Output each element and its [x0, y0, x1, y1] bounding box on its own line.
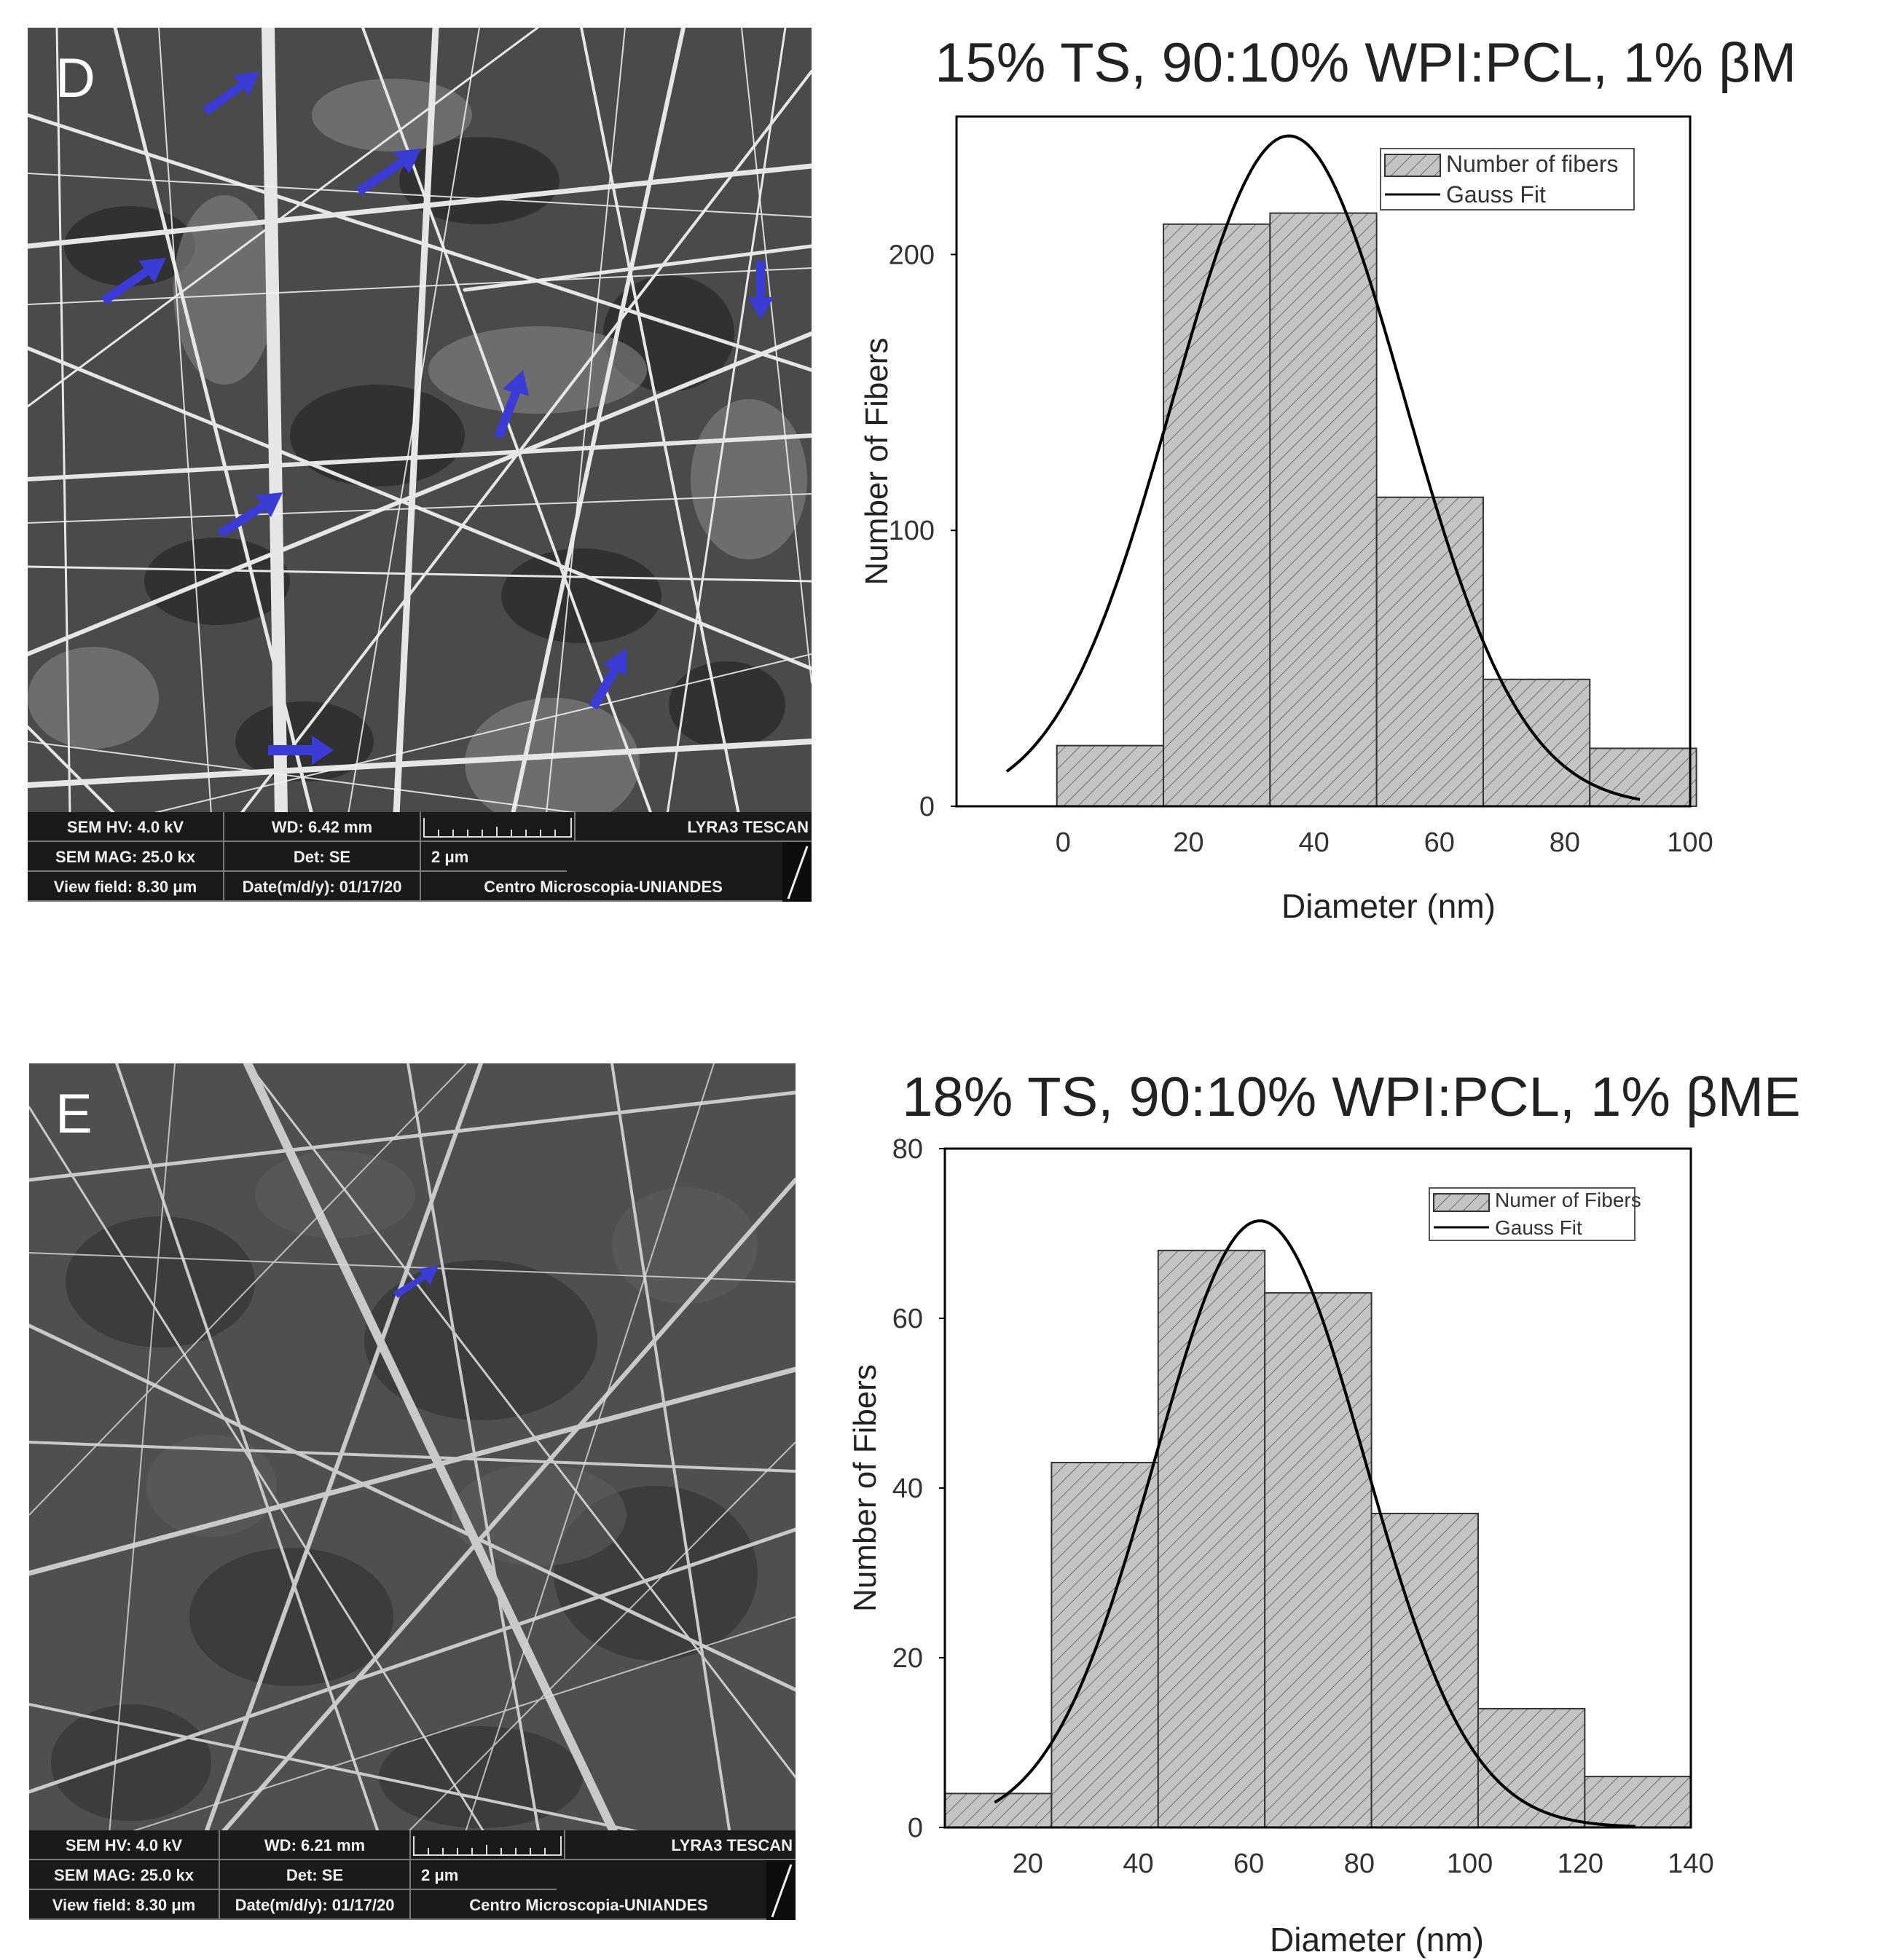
scale-label: 2 μm: [421, 842, 567, 872]
legend: Number of fibers Gauss Fit: [1380, 148, 1635, 210]
sem-micrograph-e: [29, 1063, 796, 1920]
sem-wd: WD: 6.21 mm: [220, 1830, 411, 1860]
chart-title: 15% TS, 90:10% WPI:PCL, 1% βME: [935, 32, 1799, 94]
gauss-fit-line: [994, 1219, 1636, 1828]
y-tick-label: 0: [908, 1813, 923, 1843]
microscopy-center: Centro Microscopia-UNIANDES: [421, 872, 785, 902]
chart-title: 18% TS, 90:10% WPI:PCL, 1% βME: [902, 1066, 1799, 1128]
y-tick-label: 200: [889, 240, 935, 270]
legend-swatch-bars: [1384, 154, 1441, 177]
histogram-bar: [1269, 212, 1378, 807]
histogram-bar: [1482, 678, 1591, 808]
x-tick-label: 100: [1667, 827, 1713, 858]
histogram-chart-d: 15% TS, 90:10% WPI:PCL, 1% βME 0 20 40 60 80…: [859, 32, 1799, 925]
x-tick-label: 80: [1344, 1849, 1375, 1879]
gauss-fit-line: [1005, 134, 1641, 801]
sem-micrograph-d: [28, 28, 812, 902]
acquisition-date: Date(m/d/y): 01/17/20: [220, 1890, 411, 1920]
sem-image-panel-d: D SEM HV: 4.0 kV WD: 6.42 mm LYRA3 TESCA…: [28, 28, 812, 902]
panel-letter-e: E: [55, 1083, 93, 1145]
legend-label-bars: Number of fibers: [1446, 151, 1619, 177]
y-axis-ticks: 0 100 200: [889, 240, 957, 822]
histogram-bar: [1264, 1292, 1373, 1828]
sem-info-bar-d: SEM HV: 4.0 kV WD: 6.42 mm LYRA3 TESCAN …: [28, 812, 812, 902]
bars-group: [944, 1249, 1692, 1829]
sem-wd: WD: 6.42 mm: [224, 812, 421, 842]
scale-label: 2 μm: [411, 1860, 557, 1890]
legend-swatch-bars: [1433, 1193, 1490, 1212]
tescan-logo-icon: [766, 1860, 796, 1920]
y-axis-label: Number of Fibers: [859, 338, 895, 586]
sem-mag: SEM MAG: 25.0 kx: [28, 842, 224, 872]
y-tick-label: 0: [919, 792, 935, 822]
x-axis-label: Diameter (nm): [1270, 1921, 1484, 1959]
legend-label-fit: Gauss Fit: [1495, 1216, 1582, 1239]
histogram-bar: [1051, 1462, 1159, 1828]
histogram-bar: [1477, 1707, 1586, 1829]
y-tick-label: 40: [892, 1473, 923, 1504]
sem-hv: SEM HV: 4.0 kV: [29, 1830, 220, 1860]
marker-arrows-d: [101, 71, 774, 765]
x-tick-label: 40: [1298, 827, 1329, 858]
microscopy-center: Centro Microscopia-UNIANDES: [411, 1890, 766, 1920]
x-tick-label: 0: [1056, 827, 1071, 858]
sem-image-panel-e: E SEM HV: 4.0 kV WD: 6.21 mm LYRA3 TESCA…: [29, 1063, 796, 1920]
y-axis-label: Number of Fibers: [847, 1364, 883, 1612]
x-tick-label: 80: [1550, 827, 1580, 858]
x-tick-label: 20: [1173, 827, 1203, 858]
acquisition-date: Date(m/d/y): 01/17/20: [224, 872, 421, 902]
x-axis-ticks: 0 20 40 60 80 100: [1056, 827, 1713, 858]
marker-arrow-e: [393, 1266, 439, 1298]
x-tick-label: 60: [1233, 1849, 1264, 1879]
bars-group: [1056, 212, 1697, 808]
scale-bar: [421, 812, 576, 842]
x-tick-label: 100: [1447, 1849, 1493, 1879]
detector: Det: SE: [220, 1860, 411, 1890]
sem-info-bar-e: SEM HV: 4.0 kV WD: 6.21 mm LYRA3 TESCAN …: [29, 1830, 796, 1920]
histogram-bar: [1375, 496, 1484, 808]
view-field: View field: 8.30 μm: [29, 1890, 220, 1920]
x-tick-label: 40: [1123, 1849, 1153, 1879]
instrument-name: LYRA3 TESCAN: [565, 1830, 796, 1860]
x-tick-label: 60: [1424, 827, 1455, 858]
y-tick-label: 60: [892, 1304, 923, 1334]
instrument-name: LYRA3 TESCAN: [576, 812, 812, 842]
panel-letter-d: D: [55, 47, 95, 109]
sem-hv: SEM HV: 4.0 kV: [28, 812, 224, 842]
y-axis-ticks: 0 20 40 60 80: [892, 1134, 945, 1843]
y-tick-label: 100: [889, 516, 935, 546]
histogram-bar: [1589, 747, 1697, 808]
view-field: View field: 8.30 μm: [28, 872, 224, 902]
plot-area: [955, 115, 1692, 808]
histogram-bar: [1370, 1512, 1479, 1828]
x-tick-label: 140: [1668, 1849, 1713, 1879]
tescan-logo-icon: [782, 842, 812, 902]
legend-label-fit: Gauss Fit: [1446, 181, 1546, 208]
x-tick-label: 120: [1558, 1849, 1603, 1879]
histogram-bar: [1163, 223, 1271, 807]
histogram-bar: [1056, 744, 1165, 807]
detector: Det: SE: [224, 842, 421, 872]
histogram-chart-e: 18% TS, 90:10% WPI:PCL, 1% βME 20 40 60 80 1…: [847, 1066, 1799, 1959]
sem-mag: SEM MAG: 25.0 kx: [29, 1860, 220, 1890]
histogram-bar: [1157, 1249, 1266, 1828]
scale-bar-ticks: [413, 1836, 562, 1856]
y-tick-label: 20: [892, 1643, 923, 1674]
x-axis-label: Diameter (nm): [1281, 887, 1496, 925]
scale-bar-ticks: [423, 818, 572, 838]
x-tick-label: 20: [1013, 1849, 1043, 1879]
legend-label-bars: Numer of Fibers: [1495, 1189, 1641, 1211]
scale-bar: [411, 1830, 565, 1860]
legend: Numer of Fibers Gauss Fit: [1429, 1187, 1641, 1241]
histogram-bar: [1584, 1776, 1692, 1828]
x-axis-ticks: 20 40 60 80 100 120 140: [1013, 1849, 1714, 1879]
y-tick-label: 80: [892, 1134, 923, 1165]
